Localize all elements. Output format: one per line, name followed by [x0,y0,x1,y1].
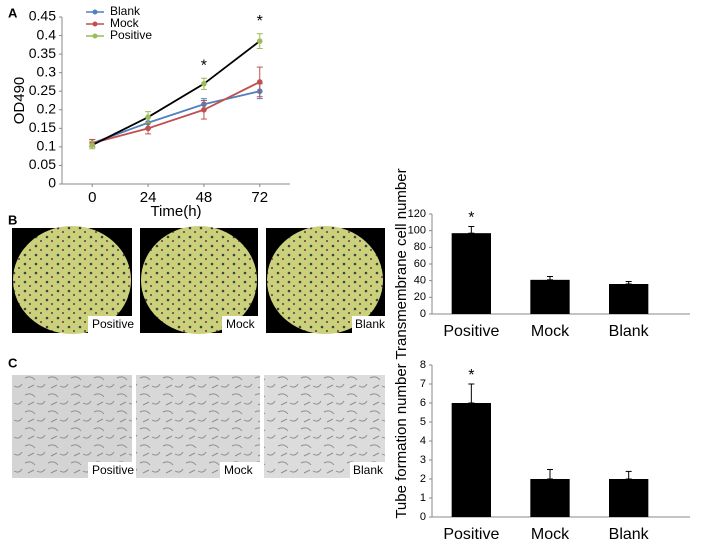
series-line [92,81,261,145]
y-tick-label: 0.35 [29,45,56,61]
y-tick-label: 6 [420,397,426,409]
y-axis-label: Transmembrane cell number [393,168,410,359]
bar [451,233,491,314]
x-tick-label: Positive [443,323,499,340]
x-tick-label: Blank [609,323,650,340]
point [145,114,151,120]
point [89,142,96,148]
y-tick-label: 0 [420,511,426,523]
y-tick-label: 0 [48,175,56,191]
y-tick-label: 60 [414,258,426,270]
legend-label: Blank [110,4,141,18]
bar [451,403,491,517]
annotation: * [468,367,474,384]
x-tick-label: 24 [140,189,157,206]
y-tick-label: 0.1 [37,138,57,154]
legend-marker [92,9,98,15]
y-axis-label: OD490 [11,77,28,125]
y-tick-label: 4 [420,435,426,447]
y-tick-label: 0.3 [37,63,57,79]
point [145,125,151,132]
bar [530,479,570,517]
x-tick-label: 0 [88,189,96,206]
transwell-images [12,226,385,334]
bar [609,479,649,517]
y-tick-label: 0.15 [29,119,56,135]
x-axis-label: Time(h) [150,203,201,220]
y-tick-label: 2 [420,473,426,485]
y-tick-label: 120 [408,208,426,220]
point [256,79,263,85]
y-tick-label: 0 [420,308,426,320]
bar [530,279,570,314]
panel-label: B [8,212,17,227]
image-caption: Blank [353,463,384,477]
y-tick-label: 3 [420,454,426,466]
bar [609,284,649,314]
y-tick-label: 0.2 [37,100,57,116]
y-tick-label: 20 [414,291,426,303]
legend-label: Mock [110,16,140,30]
legend-label: Positive [110,28,152,42]
x-tick-label: 72 [251,189,268,206]
annotation: * [257,13,263,30]
y-tick-label: 5 [420,416,426,428]
x-tick-label: Mock [531,323,570,340]
annotation: * [201,57,207,74]
image-caption: Mock [226,317,256,331]
image-caption: Positive [92,463,134,477]
y-axis-label: Tube formation number [393,363,410,518]
y-tick-label: 0.25 [29,82,56,98]
x-tick-label: 48 [196,189,213,206]
y-tick-label: 0.05 [29,156,56,172]
y-tick-label: 80 [414,241,426,253]
x-tick-label: Positive [443,526,499,543]
tube-images [12,375,385,479]
y-tick-label: 8 [420,359,426,371]
panel-label: C [8,355,18,370]
x-tick-label: Blank [609,526,650,543]
x-tick-label: Mock [531,526,570,543]
legend-marker [92,21,98,27]
panel-label: A [8,5,18,20]
point [201,106,207,113]
y-tick-label: 1 [420,492,426,504]
image-caption: Mock [224,463,254,477]
series-line [91,40,261,146]
y-tick-label: 0.45 [29,8,56,24]
series-line [91,90,260,145]
image-caption: Positive [92,317,134,331]
y-tick-label: 0.4 [37,26,57,42]
point [256,38,263,44]
y-tick-label: 40 [414,275,426,287]
y-tick-label: 100 [408,225,426,237]
image-caption: Blank [355,317,386,331]
annotation: * [468,210,474,227]
y-tick-label: 7 [420,378,426,390]
point [201,81,207,87]
legend-marker [92,33,98,39]
